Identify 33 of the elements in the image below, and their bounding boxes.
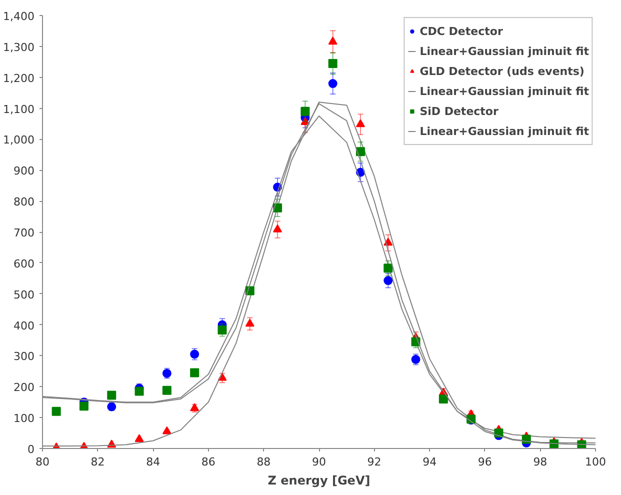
y-tick-label: 1,400 xyxy=(3,10,35,23)
x-axis-title: Z energy [GeV] xyxy=(268,474,370,488)
y-tick-label: 100 xyxy=(14,412,35,426)
legend-label: Linear+Gaussian jminuit fit xyxy=(420,124,589,138)
x-tick-label: 86 xyxy=(201,456,216,468)
x-tick-label: 84 xyxy=(146,456,160,468)
x-tick-label: 88 xyxy=(256,456,271,468)
x-tick-label: 98 xyxy=(533,456,548,468)
y-tick-label: 900 xyxy=(14,164,35,178)
y-tick-label: 300 xyxy=(14,350,35,364)
x-tick-label: 80 xyxy=(36,456,50,468)
y-tick-label: 1,100 xyxy=(3,102,35,116)
x-tick-label: 96 xyxy=(478,456,492,468)
x-tick-label: 100 xyxy=(585,456,606,468)
legend-label: CDC Detector xyxy=(420,24,503,38)
legend-label: SiD Detector xyxy=(420,104,498,118)
y-tick-label: 800 xyxy=(14,196,35,209)
x-tick-label: 92 xyxy=(367,456,382,468)
y-tick-label: 1,200 xyxy=(3,72,35,85)
y-tick-label: 200 xyxy=(14,381,35,394)
x-tick-label: 94 xyxy=(422,456,437,468)
legend-label: Linear+Gaussian jminuit fit xyxy=(420,44,589,58)
x-tick-label: 90 xyxy=(312,456,326,468)
y-tick-label: 700 xyxy=(14,226,35,240)
legend-label: Linear+Gaussian jminuit fit xyxy=(420,84,589,98)
y-tick-label: 0 xyxy=(28,443,34,456)
y-tick-label: 1,300 xyxy=(3,40,35,54)
legend-label: GLD Detector (uds events) xyxy=(420,64,584,78)
x-tick-label: 82 xyxy=(90,456,105,468)
y-tick-label: 500 xyxy=(14,288,35,302)
y-tick-label: 400 xyxy=(14,319,35,332)
y-tick-label: 600 xyxy=(14,257,35,270)
y-tick-label: 1,000 xyxy=(3,134,35,147)
